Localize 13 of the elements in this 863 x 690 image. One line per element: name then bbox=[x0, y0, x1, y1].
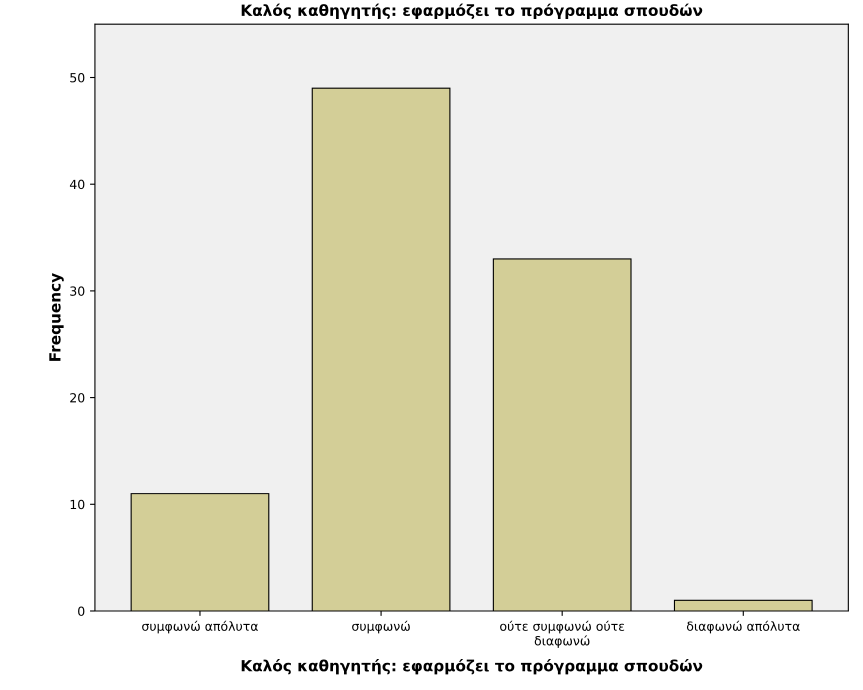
y-tick-label: 50 bbox=[70, 72, 84, 82]
y-tick-label: 30 bbox=[70, 286, 84, 296]
x-tick-label: συμφωνώ bbox=[352, 620, 410, 634]
y-tick-label: 40 bbox=[70, 180, 84, 190]
y-axis-title: Frequency bbox=[49, 273, 64, 361]
x-tick-label: διαφωνώ απόλυτα bbox=[686, 620, 800, 634]
y-tick-label: 10 bbox=[70, 500, 84, 510]
x-tick-label: ούτε συμφωνώ ούτε διαφωνώ bbox=[500, 620, 624, 648]
y-tick-label: 20 bbox=[70, 393, 84, 403]
x-tick-label: συμφωνώ απόλυτα bbox=[142, 620, 258, 634]
x-axis-title: Καλός καθηγητής: εφαρμόζει το πρόγραμμα σπουδών bbox=[242, 659, 702, 674]
y-tick-label: 0 bbox=[78, 606, 84, 616]
chart-title: Καλός καθηγητής: εφαρμόζει το πρόγραμμα σπουδών bbox=[242, 4, 702, 20]
